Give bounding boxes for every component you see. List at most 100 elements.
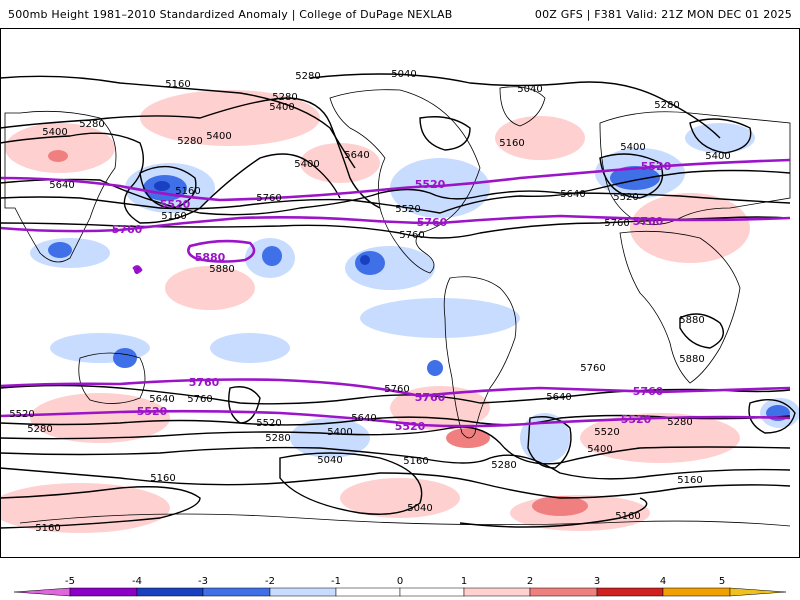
closed-low-ne2 [689,118,752,154]
colorbar-right-arrow [729,587,787,597]
coastlines [4,86,791,527]
highlight-label: 5760 [112,223,143,236]
height-label: 5520 [256,418,281,429]
height-label: 5520 [9,409,34,420]
colorbar-tick: 2 [527,576,533,587]
height-label: 5880 [679,354,704,365]
pos-anomaly-s2 [390,386,490,430]
pos-anomaly-na [495,116,585,160]
height-label: 5760 [384,384,409,395]
closed-low-ne [599,153,664,199]
highlight-5760-north [0,214,791,233]
height-label: 5160 [677,475,702,486]
mod-neg-anomaly-trop1 [262,246,282,266]
colorbar-left-arrow [13,587,71,597]
height-label: 5280 [667,417,692,428]
height-label: 5160 [403,456,428,467]
highlight-label: 5520 [160,198,191,211]
height-label: 5040 [517,84,542,95]
closed-low-na [419,116,471,151]
pos-anomaly-c [300,143,380,183]
colorbar-seg-0-1 [399,587,465,597]
antarctica-coast [19,513,791,527]
height-label: 5640 [49,180,74,191]
highlight-label: 5520 [137,405,168,418]
contour-5040-south [279,452,423,515]
strong-pos-anomaly-s [532,496,588,516]
height-label: 5280 [265,433,290,444]
mod-neg-anomaly-wp [48,242,72,258]
height-label: 5400 [327,427,352,438]
closed-low-sc [527,416,572,469]
pos-anomaly-trop [165,266,255,310]
contour-5400-north [0,132,341,224]
strong-neg-anomaly-trop2 [360,255,370,265]
australia-coast [78,352,146,404]
height-label: 5760 [256,193,281,204]
colorbar-seg-m3-m2 [202,587,271,597]
pos-anomaly-nw [5,123,115,173]
height-label: 5520 [395,204,420,215]
highlight-label: 5520 [415,178,446,191]
contour-5040-north [309,73,721,139]
greenland-coast [499,86,546,127]
height-label: 5280 [272,92,297,103]
neg-anomaly-s2 [210,333,290,363]
highlight-5520-south [0,409,791,428]
south-america-coast [443,276,517,439]
contour-5520-north [0,169,791,214]
europe-coast [599,111,791,226]
colorbar-seg-1-2 [463,587,531,597]
height-contours [0,73,796,529]
height-label: 5280 [79,119,104,130]
height-label: 5400 [206,131,231,142]
colorbar-tick: 5 [719,576,725,587]
closed-low-sw [228,386,261,424]
contour-5280-north [0,97,381,209]
contour-5160-far-south-east [459,497,648,528]
anomaly-colorbar: -5 -4 -3 -2 -1 0 1 2 3 4 5 [13,576,787,597]
colorbar-tick: -3 [198,576,208,587]
height-label: 5160 [35,523,60,534]
highlight-labels: 5520 5760 5880 5520 5760 5520 5760 5760 … [112,160,672,433]
height-label: 5520 [613,192,638,203]
height-label: 5880 [209,264,234,275]
mod-neg-anomaly-s1 [113,348,137,368]
colorbar-seg-2-3 [529,587,598,597]
strong-neg-anomaly-np [154,181,170,191]
height-label: 5880 [679,315,704,326]
pos-anomaly-nc [140,90,320,146]
contour-5280-south [0,446,791,480]
height-label: 5760 [399,230,424,241]
neg-anomaly-na [390,158,490,218]
anomaly-shading [0,90,800,533]
colorbar-seg-m1-0 [335,587,401,597]
anomaly-map: 5160 5280 5400 5040 5040 5280 5400 5280 … [0,28,800,558]
height-label: 5640 [149,394,174,405]
pos-anomaly-s1 [30,393,170,443]
highlight-label: 5760 [189,376,220,389]
header-bar: 500mb Height 1981–2010 Standardized Anom… [0,0,800,28]
highlight-5760-south [0,378,791,398]
strong-pos-anomaly-nw [48,150,68,162]
colorbar-seg-m2-m1 [269,587,337,597]
mod-neg-anomaly-s2 [427,360,443,376]
mod-neg-anomaly-trop2 [355,251,385,275]
pos-anomaly-s4 [0,483,170,533]
height-label: 5160 [175,186,200,197]
neg-anomaly-s4 [520,413,570,463]
closed-low-se [748,399,796,434]
asia-east-coast [4,110,117,263]
colorbar-seg-3-4 [596,587,664,597]
highlight-label: 5760 [633,215,664,228]
pos-anomaly-s5 [340,478,460,518]
map-title: 500mb Height 1981–2010 Standardized Anom… [8,8,453,21]
height-label: 5760 [580,363,605,374]
height-label: 5400 [294,159,319,170]
colorbar-tick: 0 [397,576,403,587]
colorbar-tick: -2 [265,576,275,587]
height-label: 5640 [560,189,585,200]
colorbar-tick: -1 [331,576,341,587]
highlight-label: 5520 [621,413,652,426]
colorbar-tick: -4 [132,576,142,587]
